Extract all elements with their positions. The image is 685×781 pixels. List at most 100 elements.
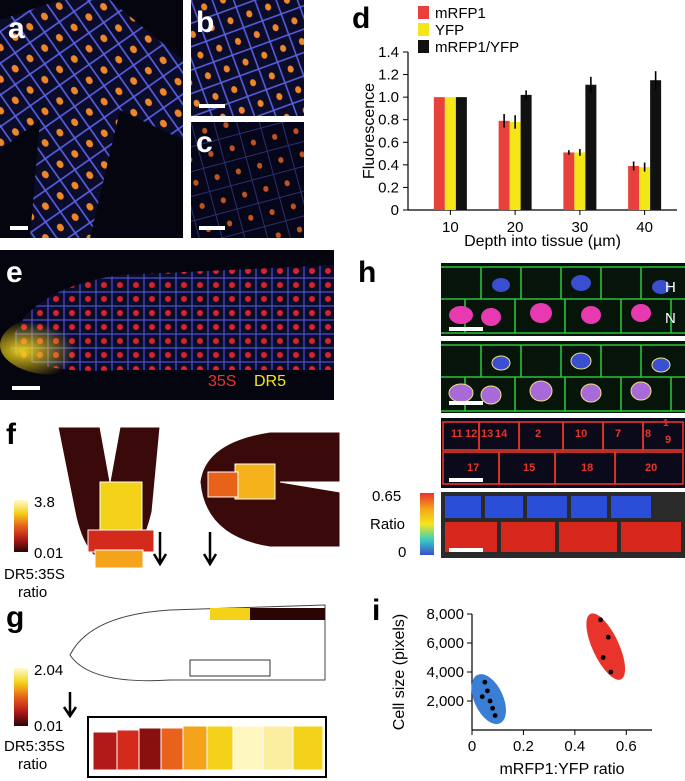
cell-number: 15 (523, 462, 536, 474)
colorscale-h-max: 0.65 (372, 488, 402, 505)
micrograph-e: 35S DR5 (0, 250, 334, 400)
inset-box (189, 659, 271, 677)
y-tick-label: 0 (391, 202, 399, 219)
scatter-point (600, 655, 606, 660)
micrograph-b (191, 0, 304, 116)
bar (563, 152, 575, 210)
micrograph-c-cells (191, 122, 304, 238)
bar (498, 120, 510, 210)
y-axis-label: Cell size (pixels) (391, 614, 408, 730)
scatter-point (479, 694, 485, 700)
micrograph-b-cells (191, 0, 304, 116)
label-n-nonhair: N (665, 310, 676, 327)
scale-bar-c (199, 226, 225, 230)
cell-number: 8 (645, 428, 652, 440)
root-tip-f-right (199, 431, 340, 548)
x-tick-label: 0.2 (513, 738, 534, 755)
colorscale-h (420, 493, 434, 555)
panel-label-c: c (196, 126, 213, 159)
x-axis-label: mRFP1:YFP ratio (499, 761, 624, 778)
label-dr5: DR5 (254, 373, 287, 390)
scatter-point (608, 669, 614, 675)
cell-number: 17 (467, 462, 480, 474)
label-35s: 35S (208, 373, 237, 390)
bar (433, 97, 445, 210)
micrograph-h3: 11 12 13 14 2 10 7 8 9 17 15 18 20 1 (441, 418, 685, 488)
scale-bar-h4 (449, 548, 483, 552)
y-tick-label: 4,000 (426, 664, 464, 681)
legend-swatch (418, 40, 429, 53)
legend-swatch (418, 6, 429, 19)
bar (628, 165, 640, 210)
micrograph-e-root (0, 250, 334, 400)
colorscale-f (14, 500, 28, 552)
colorscale-g-title-2: ratio (18, 756, 48, 773)
y-tick-label: 1.2 (378, 67, 399, 84)
colorscale-g-max: 2.04 (34, 662, 64, 679)
scale-bar-b (199, 104, 225, 108)
cell-number: 10 (575, 428, 588, 440)
scale-bar-e (12, 386, 40, 390)
colorscale-f-title-1: DR5:35S (4, 566, 65, 583)
cell-number: 14 (495, 428, 508, 440)
x-tick-label: 0.6 (616, 738, 637, 755)
colorscale-g (14, 668, 28, 726)
scatter-point (487, 698, 493, 704)
cell-number: 20 (645, 462, 658, 474)
scatter-point (485, 688, 490, 694)
arrow-down-icon (202, 532, 218, 567)
y-tick-label: 1.0 (378, 89, 399, 106)
y-tick-label: 0.8 (378, 112, 399, 129)
cell-number: 13 (481, 428, 494, 440)
bar (574, 152, 586, 210)
panel-label-e: e (6, 256, 23, 289)
cell-number: 18 (581, 462, 594, 474)
panel-label-h: h (358, 256, 377, 289)
label-h-hair: H (665, 279, 676, 296)
scatter-point (605, 634, 611, 640)
chart-i: 2,000 4,000 6,000 8,000 0 0.2 0.4 0.6 mRFP1:YFP … (391, 606, 652, 778)
panel-label-d: d (352, 2, 371, 35)
y-tick-label: 0.4 (378, 157, 399, 174)
arrow-down-icon (152, 532, 168, 567)
x-tick-label: 20 (507, 219, 524, 236)
bar (650, 80, 662, 210)
x-tick-label: 40 (636, 219, 653, 236)
scale-bar-a (10, 226, 28, 230)
scatter-point (482, 679, 488, 685)
colorscale-f-max: 3.8 (34, 494, 55, 511)
bar (509, 121, 521, 210)
micrograph-a (0, 0, 183, 238)
bar (455, 97, 467, 210)
micrograph-h1: H N (441, 263, 685, 336)
panel-label-b: b (196, 6, 215, 39)
panel-label-f: f (6, 418, 16, 451)
y-tick-label: 6,000 (426, 635, 464, 652)
x-axis-label: Depth into tissue (µm) (464, 233, 621, 250)
x-tick-label: 0 (468, 738, 476, 755)
root-tip-f-left (57, 426, 161, 569)
panel-label-i: i (372, 594, 381, 627)
bar (585, 84, 597, 210)
cell-number: 9 (665, 434, 672, 446)
y-tick-label: 0.2 (378, 179, 399, 196)
inset-g-magnified (87, 716, 327, 778)
colorscale-g-min: 0.01 (34, 718, 64, 735)
cluster-ellipse (586, 613, 626, 680)
legend-label: YFP (435, 22, 464, 39)
x-tick-label: 10 (442, 219, 459, 236)
cell-number: 12 (465, 428, 478, 440)
scatter-point (598, 617, 603, 623)
cell-number: 1 (663, 418, 669, 429)
scale-bar-h1 (449, 327, 483, 331)
bar (520, 94, 532, 210)
colorscale-h-min: 0 (398, 544, 407, 561)
scatter-point (490, 705, 495, 711)
colorscale-g-title-1: DR5:35S (4, 738, 65, 755)
colorscale-h-label: Ratio (370, 516, 406, 533)
root-outline-diagram-g (69, 604, 326, 682)
scatter-point (492, 713, 498, 718)
x-tick-label: 0.4 (564, 738, 585, 755)
bar (639, 167, 651, 210)
y-tick-label: 1.4 (378, 44, 399, 61)
